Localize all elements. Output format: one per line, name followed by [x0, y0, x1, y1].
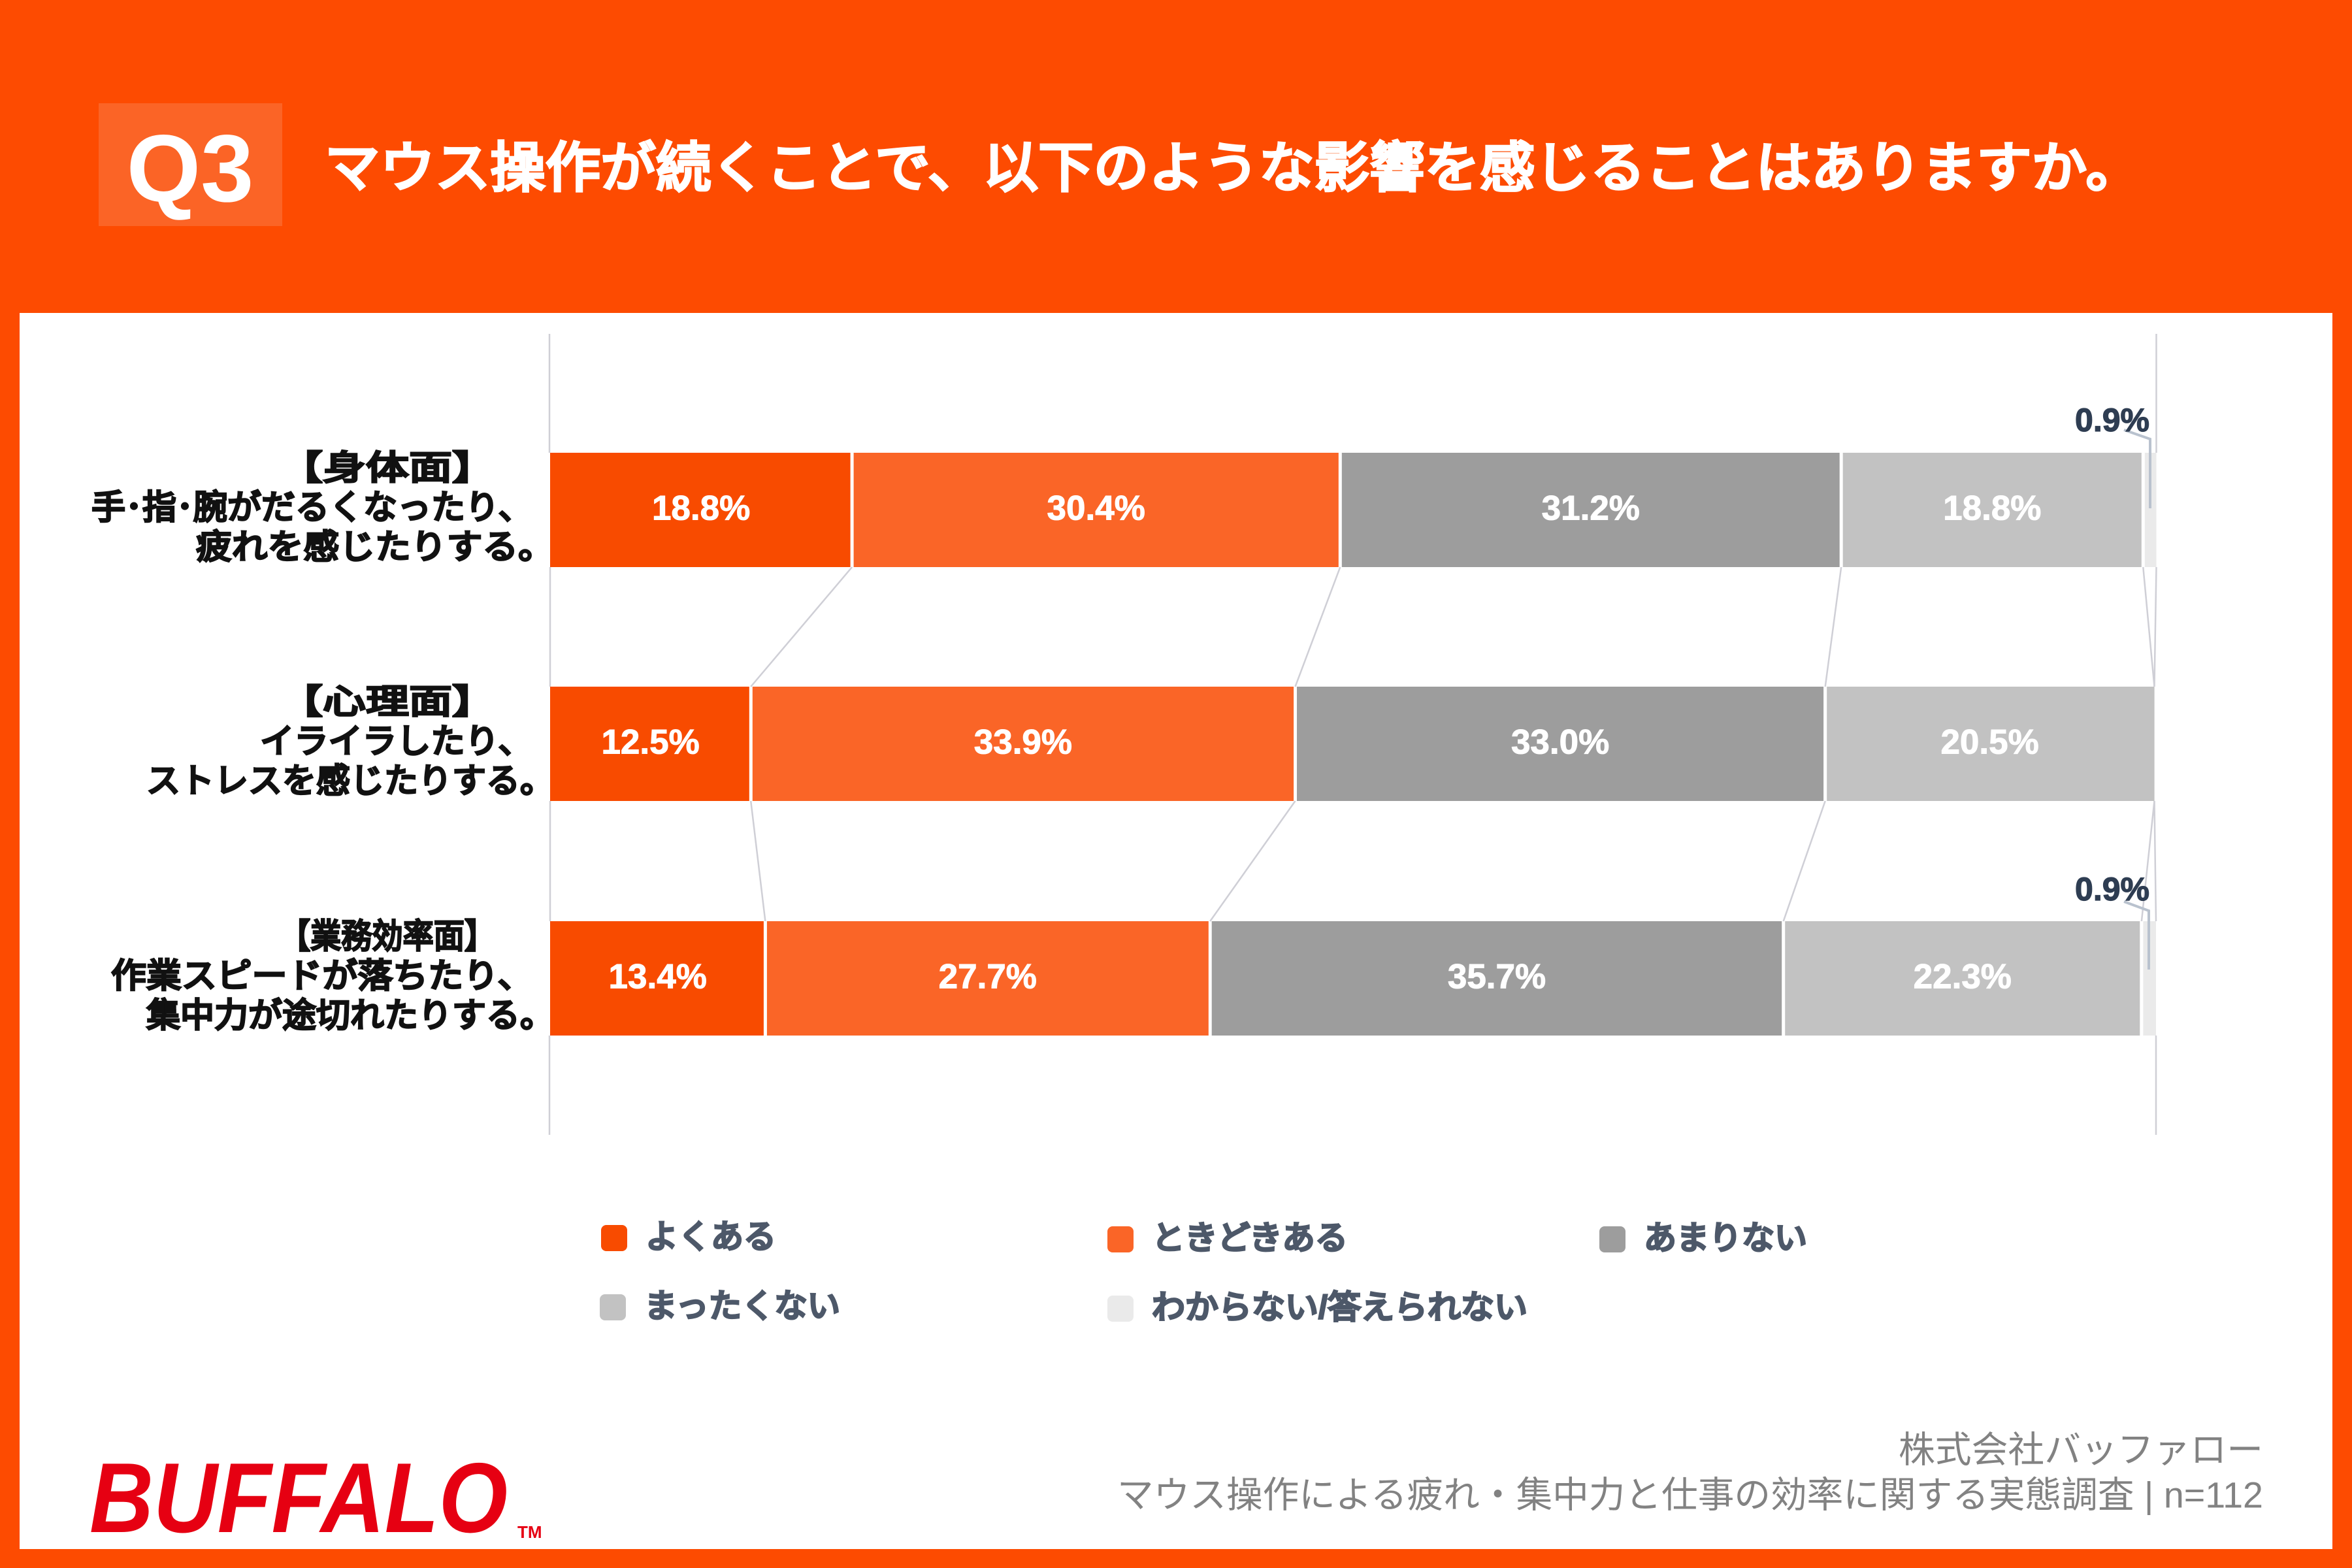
svg-text:18.8%: 18.8% — [1943, 489, 2041, 528]
svg-text:22.3%: 22.3% — [1914, 958, 2012, 996]
svg-text:イライラしたり､: イライラしたり､ — [260, 723, 516, 761]
svg-text:12.5%: 12.5% — [601, 723, 699, 762]
svg-text:TM: TM — [517, 1522, 542, 1542]
svg-text:株式会社バッファロー: 株式会社バッファロー — [1899, 1429, 2263, 1471]
svg-text:マウス操作による疲れ・集中力と仕事の効率に関する実態調査 |: マウス操作による疲れ・集中力と仕事の効率に関する実態調査 | n=112 — [1117, 1475, 2263, 1516]
svg-text:35.7%: 35.7% — [1448, 958, 1546, 996]
svg-text:作業スピードが落ちたり､: 作業スピードが落ちたり､ — [111, 958, 516, 996]
svg-text:【心理面】: 【心理面】 — [280, 683, 495, 721]
svg-text:わからない/答えられない: わからない/答えられない — [1152, 1289, 1527, 1326]
svg-text:疲れを感じたりする。: 疲れを感じたりする。 — [196, 529, 554, 566]
svg-text:20.5%: 20.5% — [1940, 723, 2038, 762]
svg-text:マウス操作が続くことで、以下のような影響を感じることはありま: マウス操作が続くことで、以下のような影響を感じることはありますか。 — [325, 138, 2141, 199]
svg-text:あまりない: あまりない — [1644, 1220, 1807, 1256]
svg-text:18.8%: 18.8% — [652, 489, 750, 528]
svg-text:31.2%: 31.2% — [1542, 489, 1640, 528]
svg-text:【業務効率面】: 【業務効率面】 — [280, 918, 495, 956]
svg-text:13.4%: 13.4% — [609, 958, 707, 996]
svg-text:BUFFALO: BUFFALO — [90, 1443, 508, 1554]
svg-text:手･指･腕がだるくなったり､: 手･指･腕がだるくなったり､ — [91, 489, 516, 527]
svg-text:ストレスを感じたりする。: ストレスを感じたりする。 — [146, 762, 554, 800]
svg-text:27.7%: 27.7% — [939, 958, 1037, 996]
svg-text:Q3: Q3 — [127, 115, 254, 221]
svg-text:30.4%: 30.4% — [1047, 489, 1145, 528]
svg-text:33.0%: 33.0% — [1511, 723, 1609, 762]
svg-text:0.9%: 0.9% — [2075, 402, 2149, 438]
svg-text:まったくない: まったくない — [644, 1288, 840, 1324]
svg-text:よくある: よくある — [645, 1218, 776, 1255]
svg-text:33.9%: 33.9% — [974, 723, 1072, 762]
svg-text:【身体面】: 【身体面】 — [280, 449, 495, 487]
svg-text:ときどきある: ときどきある — [1152, 1220, 1348, 1256]
svg-text:集中力が途切れたりする。: 集中力が途切れたりする。 — [146, 997, 554, 1035]
svg-text:0.9%: 0.9% — [2075, 871, 2149, 907]
